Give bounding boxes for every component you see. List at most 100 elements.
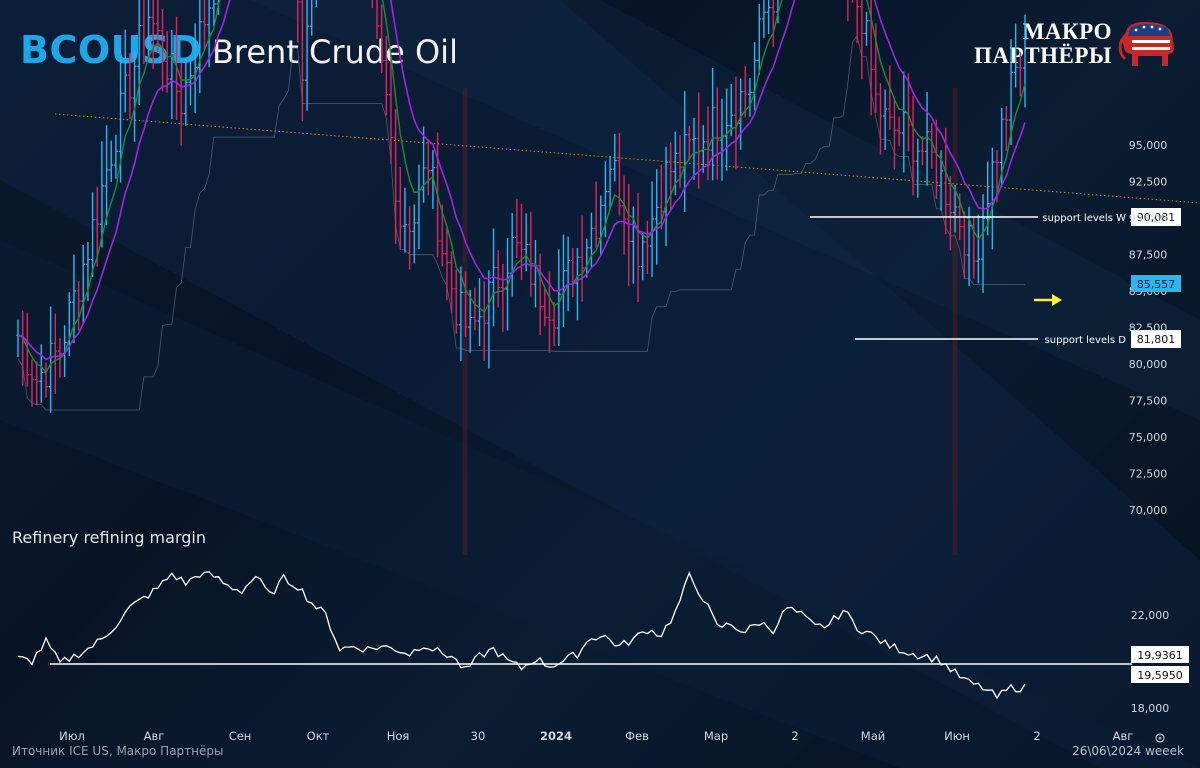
price-bar [188,61,193,106]
y-tick-label: 92,500 [1129,176,1168,189]
y-tick-label: 95,000 [1129,139,1168,152]
price-bar [1004,106,1009,151]
price-bar [915,138,920,198]
margin-value-tag [1131,646,1189,663]
price-bar [929,122,934,169]
margin-value-tag [1131,666,1189,683]
price-bar [668,142,673,211]
price-bar [309,0,313,36]
price-bar [412,204,417,264]
price-bar [617,133,622,216]
price-bar [53,313,58,394]
price-bar [589,212,594,268]
price-bar [612,133,617,182]
price-bar [887,65,892,130]
forecast-arrow-icon [1052,294,1062,306]
price-bar [151,0,156,70]
price-bar [552,302,557,346]
price-bar [654,169,659,265]
price-bar [864,11,869,46]
price-bar [738,78,743,150]
y-tick-label: 70,000 [1129,504,1168,517]
price-bar [696,92,701,189]
margin-value-label: 19,5950 [1137,669,1183,682]
price-bar [402,187,407,253]
price-bar [556,249,561,346]
price-bar [948,175,953,251]
gear-hub [1158,736,1162,740]
price-bar [132,51,137,142]
price-bar [682,90,687,213]
x-tick-label: 2024 [540,729,572,743]
price-bar [99,141,104,248]
x-tick-label: Мар [704,729,728,743]
price-bar [123,29,128,113]
price-bar [477,278,482,347]
price-bar [95,187,100,267]
x-tick-label: Окт [307,729,330,743]
price-bar [165,31,170,93]
price-bar [747,77,752,117]
price-bar [724,88,729,171]
price-bar [407,206,412,270]
price-bar [514,198,519,259]
margin-y-tick-label: 22,000 [1131,609,1170,622]
y-tick-label: 80,000 [1129,358,1168,371]
price-bar [524,213,529,272]
price-bar [197,0,202,94]
price-bar [659,164,664,230]
price-bar [752,42,757,111]
price-bar [953,184,958,233]
price-bar [851,0,854,3]
price-bar [538,253,543,335]
price-bar [542,288,547,327]
refining-margin-line [17,571,1026,700]
support-level-tag [1131,208,1181,226]
elephant-flag-icon [1118,22,1174,66]
price-bar [421,126,426,203]
price-bar [719,98,724,181]
support-level-tag [1131,330,1181,348]
price-bar [141,0,146,65]
price-bar [575,247,580,321]
price-bar [81,244,86,323]
price-bar [482,281,487,361]
price-bar [766,0,771,34]
current-price-value: 85,557 [1137,278,1176,291]
price-bar [962,211,967,279]
resistance-trend-line [54,113,1200,204]
price-bar [1009,39,1014,146]
price-bar [566,236,571,312]
price-bar [580,215,585,302]
x-tick-label: 2 [791,729,798,743]
y-tick-label: 77,500 [1129,395,1168,408]
x-tick-label: Сен [229,729,252,743]
x-tick-label: Июн [944,729,970,743]
price-bar [533,240,538,308]
price-bar [920,136,925,166]
price-bar [650,181,655,277]
price-bar [934,119,939,199]
price-bar [990,147,995,250]
price-bar [869,0,874,116]
y-tick-label: 75,000 [1129,431,1168,444]
price-bar [976,214,981,284]
price-bar [911,95,916,196]
price-bar [570,248,575,298]
price-bar [468,289,473,353]
price-bar [39,344,44,403]
price-bar [640,232,645,281]
logo-line-2: ПАРТНЁРЫ [973,43,1112,68]
price-bar [104,125,109,226]
price-bar [315,0,318,7]
price-bar [636,192,641,303]
price-bar [743,66,748,118]
x-tick-label: Май [861,729,885,743]
price-bar [449,251,454,313]
settings-gear-icon [1155,733,1165,743]
price-bar [608,155,613,211]
date-stamp: 26\06\2024 weeek [1072,744,1184,758]
y-tick-label: 87,500 [1129,249,1168,262]
price-bar [160,9,165,92]
price-bar [897,116,902,147]
